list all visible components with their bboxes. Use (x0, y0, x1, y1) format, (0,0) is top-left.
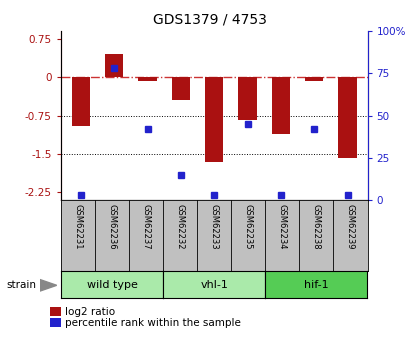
Bar (205, 77, 223, 162)
Bar (172, 77, 190, 100)
Bar (138, 77, 157, 81)
Text: GSM62231: GSM62231 (74, 204, 82, 249)
Text: vhl-1: vhl-1 (200, 280, 228, 289)
Text: log2 ratio: log2 ratio (65, 307, 115, 316)
Text: GSM62234: GSM62234 (278, 204, 287, 249)
Text: GSM62232: GSM62232 (176, 204, 185, 249)
Polygon shape (40, 279, 57, 291)
Bar (272, 77, 290, 134)
Bar (305, 77, 323, 81)
Text: GDS1379 / 4753: GDS1379 / 4753 (153, 12, 267, 26)
Text: GSM62235: GSM62235 (244, 204, 253, 249)
Text: GSM62233: GSM62233 (210, 204, 219, 249)
Text: strain: strain (6, 280, 36, 290)
Text: GSM62239: GSM62239 (346, 204, 355, 249)
Text: hif-1: hif-1 (304, 280, 329, 289)
Text: GSM62238: GSM62238 (312, 204, 321, 249)
Text: percentile rank within the sample: percentile rank within the sample (65, 318, 241, 328)
Bar (72, 77, 90, 126)
Text: GSM62237: GSM62237 (142, 204, 150, 249)
Bar (339, 77, 357, 158)
Bar (239, 77, 257, 120)
Text: GSM62236: GSM62236 (108, 204, 116, 249)
Text: wild type: wild type (87, 280, 137, 289)
Bar (105, 54, 123, 77)
